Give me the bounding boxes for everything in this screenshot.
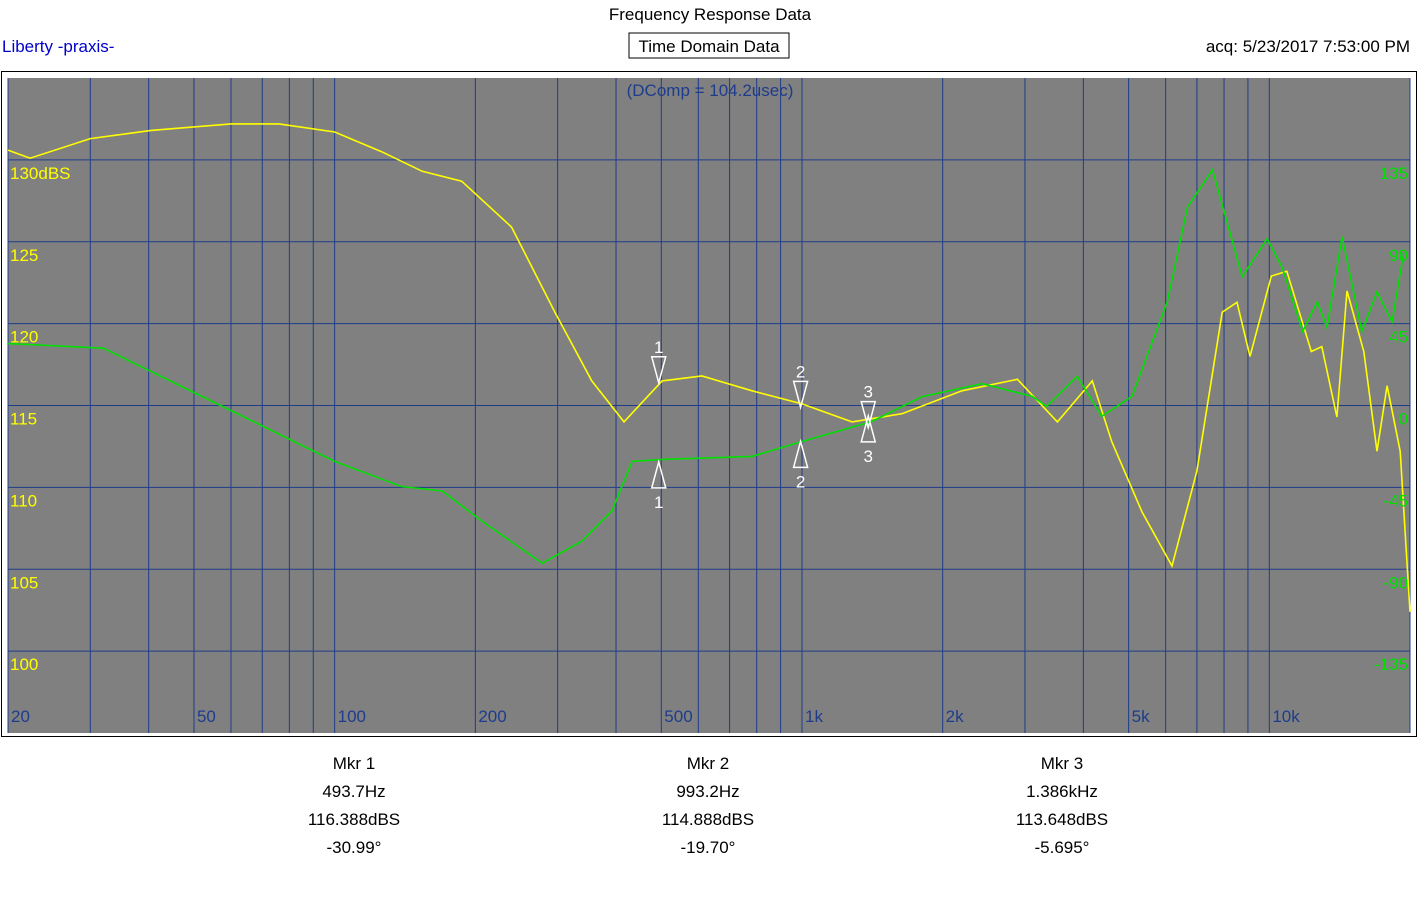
y2-tick-label: -135	[1374, 655, 1408, 674]
marker-readout: -5.695°	[1034, 838, 1089, 857]
x-tick-label: 100	[338, 707, 366, 726]
time-domain-button[interactable]	[628, 32, 790, 59]
marker-readout: Mkr 3	[1041, 754, 1084, 773]
x-tick-label: 500	[664, 707, 692, 726]
acquisition-time: acq: 5/23/2017 7:53:00 PM	[1206, 37, 1410, 56]
y2-tick-label: -45	[1383, 491, 1408, 510]
x-tick-label: 5k	[1132, 707, 1150, 726]
marker-number: 3	[864, 383, 873, 402]
y-tick-label: 125	[10, 246, 38, 265]
marker-readout: -30.99°	[326, 838, 381, 857]
marker-readout: Mkr 1	[333, 754, 376, 773]
series-line	[7, 168, 1405, 565]
marker-number: 1	[654, 493, 663, 512]
marker-readout: Mkr 2	[687, 754, 730, 773]
x-tick-label: 1k	[805, 707, 823, 726]
y2-tick-label: 0	[1399, 410, 1408, 429]
y-tick-label: 115	[10, 410, 37, 429]
marker-readout: 1.386kHz	[1026, 782, 1098, 801]
y-tick-label: 120	[10, 328, 38, 347]
marker-readout: 493.7Hz	[322, 782, 385, 801]
marker-number: 3	[864, 447, 873, 466]
phase-marker	[860, 412, 877, 443]
magnitude-marker	[650, 356, 667, 386]
y2-tick-label: 90	[1389, 246, 1408, 265]
y2-tick-label: 135	[1380, 164, 1408, 183]
x-tick-label: 200	[478, 707, 506, 726]
phase-marker	[650, 459, 667, 489]
marker-readout: -19.70°	[680, 838, 735, 857]
marker-readout: 993.2Hz	[676, 782, 739, 801]
magnitude-marker	[792, 380, 809, 411]
marker-number: 2	[796, 472, 805, 491]
x-tick-label: 20	[11, 707, 30, 726]
chart-title: Frequency Response Data	[609, 5, 812, 24]
y-tick-label: 100	[10, 655, 38, 674]
time-domain-button-label[interactable]: Time Domain Data	[638, 37, 780, 56]
y-tick-label: 110	[10, 491, 37, 510]
y2-tick-label: -90	[1383, 573, 1408, 592]
magnitude-marker	[860, 400, 877, 431]
marker-readout: 114.888dBS	[662, 810, 754, 829]
marker-number: 2	[796, 362, 805, 381]
x-tick-label: 50	[197, 707, 216, 726]
x-tick-label: 10k	[1272, 707, 1300, 726]
x-tick-label: 2k	[946, 707, 964, 726]
y-tick-label: 105	[10, 573, 38, 592]
marker-number: 1	[654, 338, 663, 357]
phase-marker	[792, 438, 809, 469]
subtitle: Liberty -praxis-	[2, 37, 114, 56]
y2-tick-label: 45	[1389, 328, 1408, 347]
y-tick-label: 130dBS	[10, 164, 71, 183]
annotation: (DComp = 104.2usec)	[627, 81, 794, 100]
marker-readout: 116.388dBS	[308, 810, 400, 829]
marker-readout: 113.648dBS	[1016, 810, 1108, 829]
